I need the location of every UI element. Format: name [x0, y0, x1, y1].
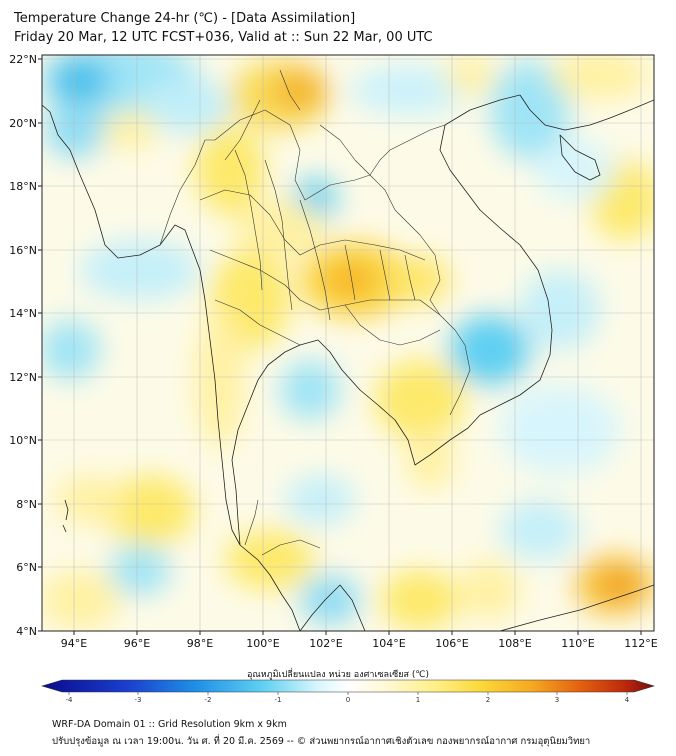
lat-label: 14°N: [9, 307, 37, 320]
lon-label: 104°E: [372, 637, 405, 650]
lat-label: 8°N: [16, 498, 37, 511]
lon-label: 112°E: [624, 637, 657, 650]
colorbar-tick-label: 1: [416, 696, 420, 704]
lat-label: 6°N: [16, 561, 37, 574]
axis-ticks: [38, 58, 642, 635]
lat-label: 18°N: [9, 180, 37, 193]
lon-label: 102°E: [309, 637, 342, 650]
lat-label: 12°N: [9, 371, 37, 384]
temperature-field: [42, 55, 654, 631]
colorbar-tick-label: 0: [346, 696, 350, 704]
colorbar: -4 -3 -2 -1 0 1 2 3 4: [40, 679, 656, 704]
lon-label: 96°E: [124, 637, 150, 650]
colorbar-title: อุณหภูมิเปลี่ยนแปลง หน่วย องศาเซลเซียส (…: [246, 670, 430, 680]
map-frame: [41, 54, 655, 632]
lon-label: 100°E: [246, 637, 279, 650]
map-title: Temperature Change 24-hr (℃) - [Data Ass…: [14, 11, 356, 26]
colorbar-tick-label: -3: [135, 696, 142, 704]
colorbar-tick-label: 3: [555, 696, 559, 704]
lat-label: 22°N: [9, 53, 37, 66]
colorbar-tick-label: -4: [66, 696, 74, 704]
lat-label: 4°N: [16, 625, 37, 638]
colorbar-tick-label: 4: [625, 696, 630, 704]
map-subtitle: Friday 20 Mar, 12 UTC FCST+036, Valid at…: [14, 30, 433, 45]
lon-label: 94°E: [61, 637, 87, 650]
lon-label: 110°E: [561, 637, 594, 650]
lon-label: 106°E: [435, 637, 468, 650]
lon-label: 98°E: [187, 637, 213, 650]
lat-label: 20°N: [9, 117, 37, 130]
colorbar-tick-label: 2: [486, 696, 490, 704]
model-info: WRF-DA Domain 01 :: Grid Resolution 9km …: [52, 719, 287, 730]
borders: [159, 69, 471, 556]
colorbar-tick-label: -1: [275, 696, 282, 704]
colorbar-gradient: [40, 679, 656, 693]
colorbar-tick-label: -2: [205, 696, 212, 704]
graticule: [42, 55, 654, 631]
lat-label: 16°N: [9, 244, 37, 257]
copyright-note: ปรับปรุงข้อมูล ณ เวลา 19:00น. วัน ศ. ที่…: [52, 736, 591, 747]
coastlines: [42, 94, 654, 631]
lat-label: 10°N: [9, 434, 37, 447]
colorbar-ticks: [68, 692, 628, 695]
lon-label: 108°E: [498, 637, 531, 650]
